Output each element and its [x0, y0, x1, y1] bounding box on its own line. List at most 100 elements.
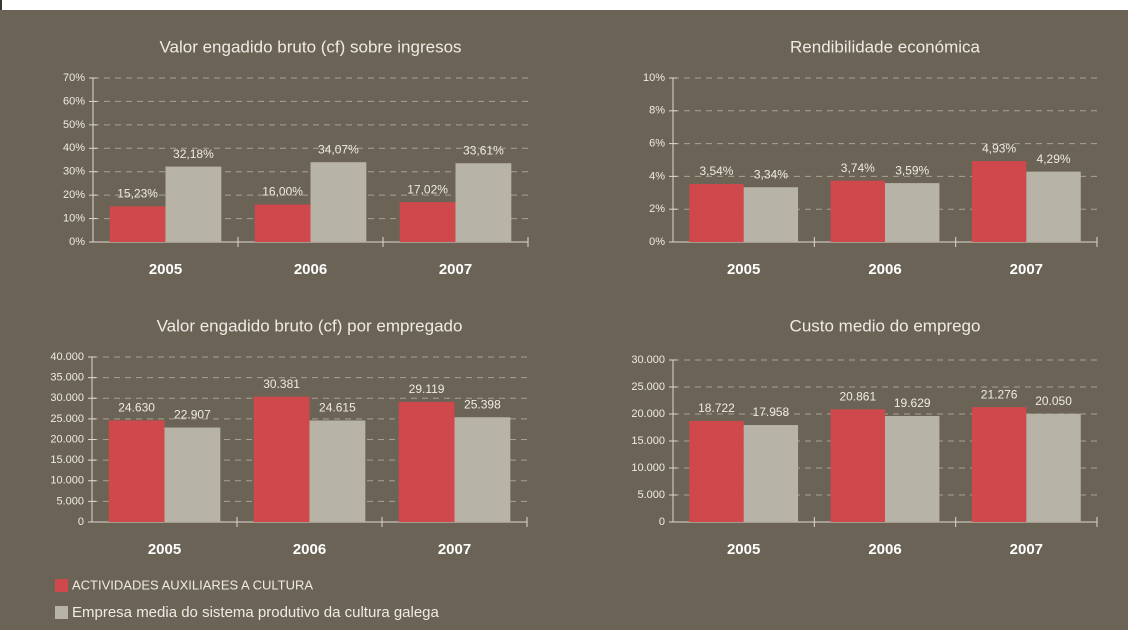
value-label: 3,34%	[754, 167, 788, 181]
top-band	[0, 0, 1128, 10]
y-tick-label: 20.000	[631, 408, 665, 420]
value-label: 18.722	[698, 401, 735, 415]
y-tick-label: 10.000	[50, 475, 84, 487]
bar	[830, 180, 885, 242]
value-label: 22.907	[174, 408, 211, 422]
bar	[1026, 171, 1081, 242]
y-tick-label: 0%	[69, 236, 85, 248]
value-label: 3,59%	[895, 163, 929, 177]
y-tick-label: 40%	[63, 142, 85, 154]
bar	[885, 183, 940, 242]
bar	[454, 417, 511, 522]
y-tick-label: 4%	[649, 170, 665, 182]
y-tick-label: 20%	[63, 189, 85, 201]
bar	[254, 204, 311, 242]
legend-swatch	[55, 579, 68, 592]
x-tick-label: 2006	[294, 261, 327, 278]
bar	[164, 427, 221, 522]
bar	[743, 425, 799, 522]
y-tick-label: 40.000	[50, 351, 84, 363]
value-label: 15,23%	[117, 186, 158, 200]
bar	[971, 161, 1027, 242]
value-label: 3,54%	[699, 164, 733, 178]
y-tick-label: 50%	[63, 119, 85, 131]
y-tick-label: 2%	[649, 203, 665, 215]
bar	[743, 187, 799, 242]
y-tick-label: 6%	[649, 138, 665, 150]
value-label: 4,29%	[1037, 152, 1071, 166]
y-tick-label: 0%	[649, 236, 665, 248]
bar	[830, 409, 885, 522]
legend-label: ACTIVIDADES AUXILIARES A CULTURA	[72, 577, 313, 592]
x-tick-label: 2007	[439, 261, 472, 278]
y-tick-label: 35.000	[50, 372, 84, 384]
y-tick-label: 10%	[63, 212, 85, 224]
value-label: 32,18%	[173, 147, 214, 161]
value-label: 19.629	[894, 396, 931, 410]
value-label: 20.861	[839, 390, 876, 404]
bar	[398, 401, 455, 522]
bar	[109, 206, 166, 242]
y-tick-label: 70%	[63, 72, 85, 84]
x-tick-label: 2007	[1010, 261, 1043, 278]
value-label: 20.050	[1035, 394, 1072, 408]
value-label: 24.615	[319, 401, 356, 415]
y-tick-label: 30.000	[631, 354, 665, 366]
value-label: 3,74%	[841, 161, 875, 175]
chart-title: Rendibilidade económica	[790, 37, 981, 56]
bar	[689, 183, 744, 242]
x-tick-label: 2005	[148, 541, 181, 558]
chart-title: Valor engadido bruto (cf) por empregado	[157, 316, 463, 335]
x-tick-label: 2006	[293, 541, 326, 558]
legend-swatch	[55, 606, 68, 619]
bar	[165, 166, 222, 242]
y-tick-label: 25.000	[50, 413, 84, 425]
y-tick-label: 20.000	[50, 433, 84, 445]
y-tick-label: 15.000	[631, 435, 665, 447]
x-tick-label: 2006	[868, 261, 901, 278]
x-tick-label: 2005	[727, 261, 760, 278]
value-label: 33,61%	[463, 143, 504, 157]
y-tick-label: 25.000	[631, 381, 665, 393]
x-tick-label: 2006	[868, 541, 901, 558]
value-label: 21.276	[981, 387, 1018, 401]
legend-label: Empresa media do sistema produtivo da cu…	[72, 604, 440, 621]
bar	[253, 396, 310, 522]
value-label: 25.398	[464, 397, 501, 411]
bar	[309, 420, 366, 522]
bar	[1026, 413, 1081, 522]
bar	[689, 420, 744, 522]
bar	[108, 420, 165, 522]
value-label: 34,07%	[318, 142, 359, 156]
bar	[885, 416, 940, 522]
y-tick-label: 0	[78, 516, 84, 528]
y-tick-label: 5.000	[56, 495, 84, 507]
bar	[399, 202, 456, 242]
x-tick-label: 2007	[1010, 541, 1043, 558]
value-label: 30.381	[263, 377, 300, 391]
y-tick-label: 60%	[63, 95, 85, 107]
chart-title: Valor engadido bruto (cf) sobre ingresos	[159, 37, 461, 56]
bar	[971, 407, 1027, 522]
chart-title: Custo medio do emprego	[790, 316, 981, 335]
y-tick-label: 30%	[63, 166, 85, 178]
value-label: 17.958	[753, 405, 790, 419]
value-label: 4,93%	[982, 141, 1016, 155]
value-label: 24.630	[118, 401, 155, 415]
y-tick-label: 5.000	[637, 489, 665, 501]
y-tick-label: 10.000	[631, 462, 665, 474]
value-label: 17,02%	[407, 182, 448, 196]
value-label: 16,00%	[262, 185, 303, 199]
x-tick-label: 2007	[438, 541, 471, 558]
y-tick-label: 10%	[643, 72, 665, 84]
bar	[455, 163, 512, 242]
top-edge	[0, 0, 2, 10]
bar	[310, 162, 367, 242]
y-tick-label: 15.000	[50, 454, 84, 466]
x-tick-label: 2005	[727, 541, 760, 558]
y-tick-label: 8%	[649, 105, 665, 117]
value-label: 29.119	[409, 382, 445, 396]
y-tick-label: 30.000	[50, 392, 84, 404]
x-tick-label: 2005	[149, 261, 182, 278]
